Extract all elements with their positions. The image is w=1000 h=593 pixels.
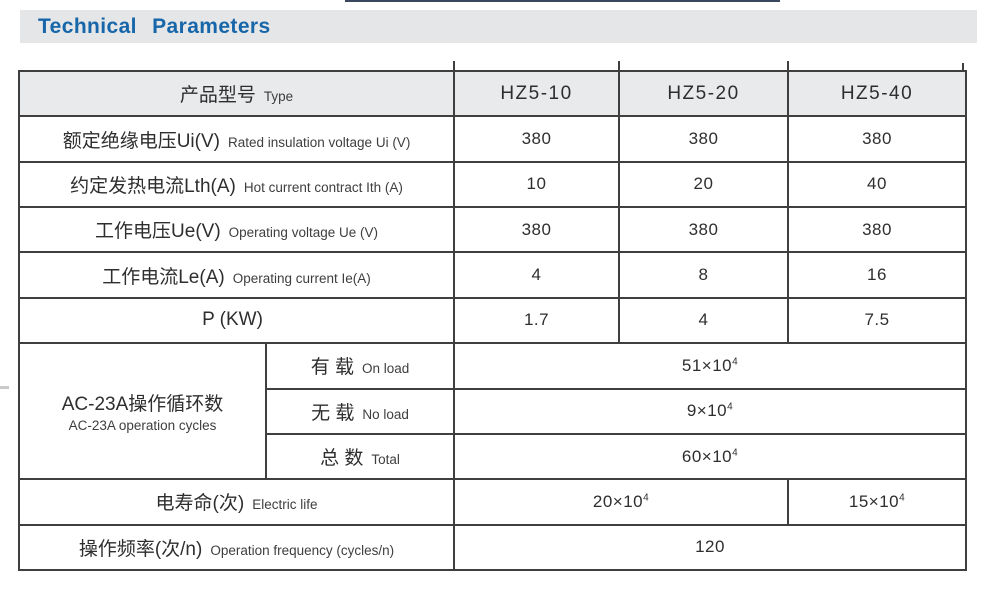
- label-en: Electric life: [252, 497, 318, 513]
- label-zh: AC-23A操作循环数: [61, 394, 224, 416]
- row-label: 工作电压Ue(V) Operating voltage Ue (V): [17, 206, 456, 254]
- label-en: Rated insulation voltage Ui (V): [227, 134, 411, 150]
- row-label: P (KW): [17, 296, 456, 345]
- model-col-hz5-20: HZ5-20: [618, 69, 790, 118]
- row-electric-life: 电寿命(次) Electric life 20×104 15×104: [17, 478, 968, 526]
- cell-value: 380: [787, 206, 968, 254]
- label-en: Operating current Ie(A): [232, 270, 371, 286]
- cell-value-frequency: 120: [453, 523, 968, 572]
- label-zh: 总 数: [320, 448, 364, 470]
- operation-frequency-label: 操作频率(次/n) Operation frequency (cycles/n): [17, 523, 456, 572]
- label-en: Operation frequency (cycles/n): [210, 542, 395, 558]
- value-base: 60×10: [681, 446, 733, 466]
- value-base: 15×10: [848, 491, 900, 511]
- value-exponent: 4: [899, 492, 906, 504]
- column-divider-tick: [787, 61, 789, 70]
- cell-value: 16: [787, 251, 968, 299]
- header-product-type: 产品型号 Type: [17, 69, 456, 118]
- cell-value: 380: [618, 115, 790, 163]
- cell-value: 4: [618, 296, 790, 345]
- row-label: 约定发热电流Lth(A) Hot current contract Ith (A): [17, 160, 456, 209]
- column-divider-tick: [962, 63, 964, 70]
- label-zh: 操作频率(次/n): [78, 538, 203, 560]
- electric-life-label: 电寿命(次) Electric life: [17, 478, 456, 526]
- label-zh: 工作电流Le(A): [102, 266, 225, 288]
- label-zh: 电寿命(次): [155, 493, 245, 515]
- row-label: 工作电流Le(A) Operating current Ie(A): [17, 251, 456, 299]
- label-en: Operating voltage Ue (V): [228, 225, 378, 241]
- value-base: 51×10: [681, 355, 733, 375]
- row-hot-current: 约定发热电流Lth(A) Hot current contract Ith (A)…: [17, 160, 968, 209]
- label-zh: 工作电压Ue(V): [95, 221, 221, 243]
- label-zh: P (KW): [202, 309, 263, 331]
- label-en: Total: [371, 452, 400, 468]
- model-col-hz5-40: HZ5-40: [787, 69, 968, 118]
- cell-value-no-load: 9×104: [453, 387, 968, 435]
- row-operating-current: 工作电流Le(A) Operating current Ie(A) 4 8 16: [17, 251, 968, 299]
- top-accent-line: [345, 0, 780, 2]
- value-exponent: 4: [732, 356, 739, 368]
- cell-value: 380: [787, 115, 968, 163]
- label-en: On load: [362, 361, 410, 377]
- column-divider-tick: [453, 61, 455, 70]
- row-cycles-on-load: AC-23A操作循环数 AC-23A operation cycles 有 载 O…: [18, 342, 968, 481]
- parameters-table-wrap: 产品型号 Type HZ5-10 HZ5-20 HZ5-40 额定绝缘电压Ui(V…: [17, 61, 968, 572]
- value-exponent: 4: [732, 446, 739, 458]
- page-title: Technical Parameters: [38, 14, 271, 38]
- value-base: 9×10: [686, 401, 728, 421]
- label-en: AC-23A operation cycles: [68, 418, 217, 434]
- sublabel-on-load: 有 载 On load: [264, 342, 456, 390]
- label-zh: 约定发热电流Lth(A): [70, 175, 236, 197]
- row-power-kw: P (KW) 1.7 4 7.5: [17, 296, 968, 345]
- product-type-zh: 产品型号: [179, 85, 256, 107]
- cell-value: 380: [453, 206, 621, 254]
- scan-artifact-dash: [0, 386, 9, 389]
- cell-value-total: 60×104: [453, 432, 968, 481]
- row-operating-voltage: 工作电压Ue(V) Operating voltage Ue (V) 380 38…: [17, 206, 968, 254]
- table-header-row: 产品型号 Type HZ5-10 HZ5-20 HZ5-40: [17, 69, 968, 118]
- row-operation-frequency: 操作频率(次/n) Operation frequency (cycles/n) …: [17, 523, 968, 572]
- product-type-en: Type: [263, 89, 294, 105]
- row-cycles-no-load: 无 载 No load 9×104: [19, 387, 968, 435]
- cell-value: 7.5: [787, 296, 968, 345]
- value-exponent: 4: [643, 492, 650, 504]
- cell-value: 380: [618, 206, 790, 254]
- cell-value: 20: [618, 160, 790, 209]
- cell-value: 380: [453, 115, 621, 163]
- cell-value: 4: [453, 251, 621, 299]
- cell-value: 8: [618, 251, 790, 299]
- cell-value-life-hz5-40: 15×104: [787, 478, 968, 526]
- model-col-hz5-10: HZ5-10: [453, 69, 621, 118]
- label-zh: 额定绝缘电压Ui(V): [62, 130, 220, 152]
- cell-value: 40: [787, 160, 968, 209]
- label-zh: 无 载: [311, 402, 355, 424]
- sublabel-no-load: 无 载 No load: [264, 387, 456, 435]
- ac23a-cycles-label: AC-23A操作循环数 AC-23A operation cycles: [18, 342, 267, 481]
- row-cycles-total: 总 数 Total 60×104: [19, 432, 968, 481]
- sublabel-total: 总 数 Total: [264, 432, 456, 481]
- cell-value: 1.7: [453, 296, 621, 345]
- value-base: 20×10: [592, 491, 644, 511]
- label-en: Hot current contract Ith (A): [243, 179, 403, 195]
- cell-value: 10: [453, 160, 621, 209]
- cell-value-life-hz5-10-20: 20×104: [453, 478, 790, 526]
- label-zh: 有 载: [310, 357, 354, 379]
- cell-value-on-load: 51×104: [453, 342, 968, 390]
- row-label: 额定绝缘电压Ui(V) Rated insulation voltage Ui (…: [17, 115, 456, 163]
- technical-parameters-table: 产品型号 Type HZ5-10 HZ5-20 HZ5-40 额定绝缘电压Ui(V…: [17, 69, 968, 572]
- label-en: No load: [362, 406, 409, 422]
- section-header-bar: Technical Parameters: [20, 10, 977, 43]
- column-divider-tick: [618, 61, 620, 70]
- row-rated-insulation-voltage: 额定绝缘电压Ui(V) Rated insulation voltage Ui (…: [17, 115, 968, 163]
- value-exponent: 4: [727, 401, 734, 413]
